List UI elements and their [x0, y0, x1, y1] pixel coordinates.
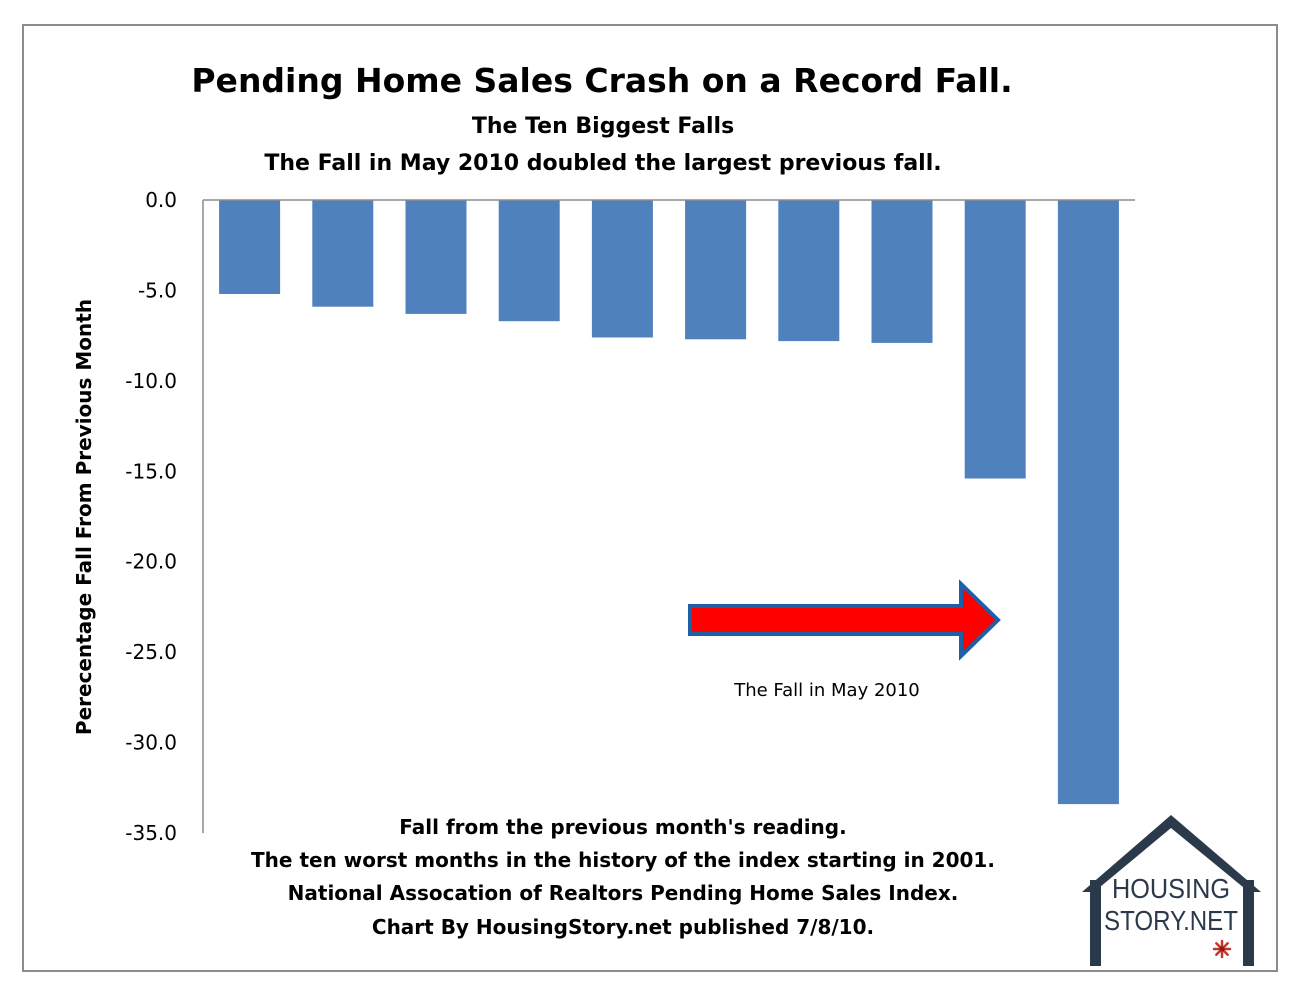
y-tick-label: -5.0: [138, 278, 177, 302]
bar-8: [871, 200, 933, 343]
logo-text-line-2: STORY.NET: [1104, 905, 1238, 936]
housingstory-logo: HOUSING STORY.NET: [1082, 815, 1261, 966]
y-tick-label: -35.0: [125, 821, 177, 845]
y-tick-label: -10.0: [125, 369, 177, 393]
house-wall-left: [1090, 880, 1101, 966]
chart-title: Pending Home Sales Crash on a Record Fal…: [191, 61, 1012, 100]
y-tick-label: -20.0: [125, 550, 177, 574]
bars-group: [219, 200, 1119, 805]
annotation-label: The Fall in May 2010: [733, 680, 920, 701]
bar-7: [778, 200, 840, 342]
note-line-1: Fall from the previous month's reading.: [399, 815, 846, 839]
y-tick-label: -30.0: [125, 731, 177, 755]
chart-subtitle-1: The Ten Biggest Falls: [472, 114, 734, 139]
flower-icon: [1212, 939, 1232, 959]
y-tick-label: -15.0: [125, 459, 177, 483]
bar-9: [964, 200, 1026, 479]
note-line-4: Chart By HousingStory.net published 7/8/…: [372, 915, 874, 939]
arrow-icon: [688, 579, 1001, 661]
y-tick-label: -25.0: [125, 640, 177, 664]
bar-6: [685, 200, 747, 340]
y-tick-label: 0.0: [145, 188, 177, 212]
note-line-2: The ten worst months in the history of t…: [251, 848, 995, 872]
chart-subtitle-2: The Fall in May 2010 doubled the largest…: [264, 151, 941, 176]
bar-10: [1057, 200, 1119, 805]
y-axis-ticks: 0.0 -5.0 -10.0 -15.0 -20.0 -25.0 -30.0 -35.0: [125, 188, 177, 845]
bar-1: [219, 200, 281, 294]
bar-5: [591, 200, 653, 338]
y-axis-label: Perecentage Fall From Previous Month: [72, 299, 96, 735]
note-line-3: National Assocation of Realtors Pending …: [288, 881, 959, 905]
bar-2: [312, 200, 374, 307]
logo-text-line-1: HOUSING: [1112, 873, 1230, 904]
annotation-arrow: [688, 579, 1001, 661]
bar-4: [498, 200, 560, 322]
bar-3: [405, 200, 467, 314]
house-wall-right: [1243, 880, 1254, 966]
